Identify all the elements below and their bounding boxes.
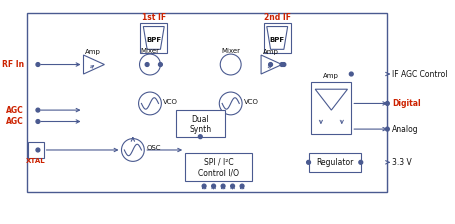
Text: Control I/O: Control I/O (197, 168, 238, 177)
Circle shape (145, 63, 149, 67)
Circle shape (121, 139, 144, 161)
Text: 2nd IF: 2nd IF (263, 13, 290, 22)
Polygon shape (314, 89, 347, 110)
Text: 3.3 V: 3.3 V (391, 158, 411, 167)
Circle shape (384, 101, 389, 105)
Circle shape (158, 63, 162, 67)
Circle shape (358, 160, 362, 164)
Circle shape (230, 184, 234, 188)
Polygon shape (266, 26, 287, 49)
Circle shape (221, 184, 224, 188)
Text: Amp: Amp (262, 49, 278, 55)
Circle shape (138, 92, 161, 115)
Text: Amp: Amp (85, 49, 101, 55)
Circle shape (36, 120, 40, 123)
Text: Mixer: Mixer (221, 48, 240, 54)
Text: SPI / I²C: SPI / I²C (203, 158, 233, 167)
Bar (175, 110, 224, 137)
Circle shape (219, 92, 242, 115)
Text: OSC: OSC (146, 145, 160, 151)
Text: AGC: AGC (6, 106, 24, 115)
Circle shape (281, 63, 285, 67)
Circle shape (349, 72, 353, 76)
Polygon shape (143, 26, 164, 49)
Text: XTAL: XTAL (26, 158, 46, 164)
Bar (185, 153, 251, 181)
Text: BPF: BPF (269, 37, 284, 43)
Circle shape (268, 63, 272, 67)
Bar (26, 13, 387, 192)
Circle shape (306, 160, 310, 164)
Polygon shape (261, 55, 281, 74)
Text: Amp: Amp (323, 73, 339, 79)
Text: VCO: VCO (163, 99, 178, 105)
Circle shape (384, 127, 389, 131)
Bar (311, 82, 350, 134)
Text: IF AGC Control: IF AGC Control (391, 69, 447, 79)
Text: 1st IF: 1st IF (142, 13, 166, 22)
Bar (140, 23, 167, 53)
Circle shape (211, 184, 215, 188)
Text: Digital: Digital (391, 99, 420, 108)
Text: Dual: Dual (191, 115, 209, 124)
Polygon shape (83, 55, 104, 74)
Circle shape (279, 63, 283, 67)
Circle shape (220, 54, 241, 75)
Text: Synth: Synth (189, 125, 211, 134)
Text: Analog: Analog (391, 125, 418, 134)
Circle shape (36, 108, 40, 112)
Bar (308, 153, 360, 172)
Text: Regulator: Regulator (315, 158, 353, 167)
Circle shape (36, 63, 40, 67)
Text: Mixer: Mixer (140, 48, 159, 54)
Circle shape (36, 148, 40, 152)
Text: AGC: AGC (6, 117, 24, 126)
Bar (28, 142, 44, 157)
Text: VCO: VCO (243, 99, 258, 105)
Circle shape (240, 184, 243, 188)
Bar (263, 23, 290, 53)
Text: BPF: BPF (146, 37, 161, 43)
Circle shape (139, 54, 160, 75)
Circle shape (198, 135, 202, 139)
Circle shape (202, 184, 206, 188)
Text: RF In: RF In (1, 60, 24, 69)
